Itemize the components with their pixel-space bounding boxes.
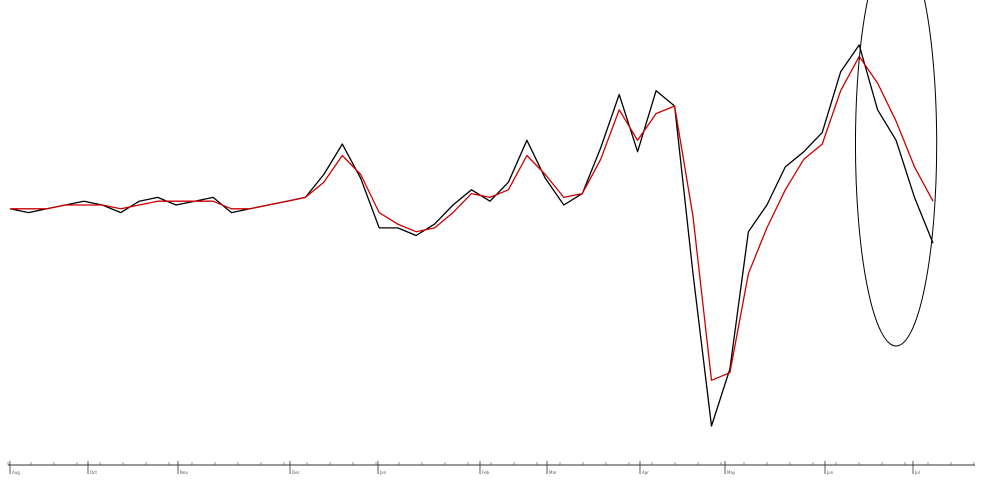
x-tick-label: May bbox=[727, 470, 736, 475]
x-tick-label: Apr bbox=[642, 470, 649, 475]
x-tick-label: Mar bbox=[549, 470, 557, 475]
x-tick-label: Feb bbox=[482, 470, 490, 475]
x-tick-label: Jul bbox=[914, 470, 920, 475]
x-tick-label: Jan bbox=[379, 470, 387, 475]
series-line-2 bbox=[10, 55, 934, 381]
x-tick-label: Oct bbox=[90, 470, 97, 475]
x-tick-label: Jun bbox=[826, 470, 834, 475]
x-tick-label: Nov bbox=[180, 470, 188, 475]
highlight-ellipse-1 bbox=[854, 0, 938, 347]
annotation-layer bbox=[854, 0, 938, 347]
x-axis: Aug Oct Nov Dec Jan Feb Mar Apr May Jun Jul bbox=[7, 461, 975, 475]
x-tick-label: Dec bbox=[292, 470, 300, 475]
series-line-1 bbox=[9, 44, 934, 427]
x-tick-label: Aug bbox=[12, 470, 20, 475]
series-layer bbox=[9, 44, 934, 427]
